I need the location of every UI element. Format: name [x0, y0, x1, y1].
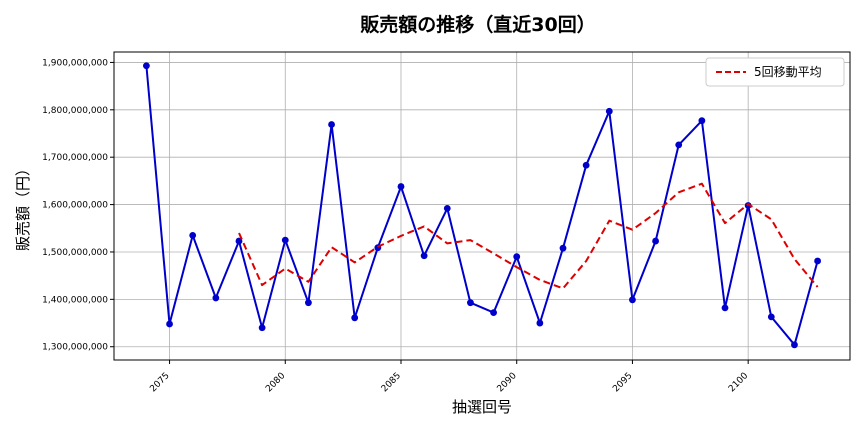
sales-point	[281, 236, 289, 244]
sales-point	[258, 324, 266, 332]
sales-point	[443, 204, 451, 212]
y-tick-label: 1,500,000,000	[42, 248, 108, 258]
sales-point	[420, 252, 428, 260]
sales-point	[351, 314, 359, 322]
x-tick-label: 2085	[380, 371, 403, 394]
sales-point	[490, 309, 497, 317]
sales-point	[143, 62, 150, 70]
x-tick-label: 2080	[264, 371, 287, 394]
legend-box	[705, 57, 845, 87]
sales-point	[235, 237, 243, 245]
y-tick-label: 1,800,000,000	[42, 106, 108, 116]
sales-point	[189, 231, 197, 239]
sales-point	[605, 107, 613, 115]
x-axis: 2075 2080 2085 2090 2095 2100	[148, 360, 750, 394]
sales-point	[397, 183, 405, 190]
y-axis: 1,300,000,000 1,400,000,000 1,500,000,000 1…	[42, 58, 114, 353]
series	[143, 62, 821, 349]
chart-title: 販売額の推移（直近30回）	[360, 13, 595, 36]
y-tick-label: 1,700,000,000	[42, 153, 108, 163]
sales-point	[744, 202, 752, 209]
sales-point	[582, 161, 590, 169]
sales-point	[652, 237, 659, 245]
sales-point	[675, 141, 683, 149]
moving-average-line	[238, 182, 819, 290]
y-axis-label: 販売額（円）	[14, 161, 32, 251]
sales-point	[767, 313, 775, 321]
y-tick-label: 1,300,000,000	[42, 343, 108, 353]
sales-point	[166, 320, 173, 328]
y-tick-label: 1,900,000,000	[42, 58, 108, 68]
sales-point	[698, 117, 706, 125]
x-tick-label: 2090	[496, 371, 519, 394]
x-axis-label: 抽選回号	[452, 398, 512, 416]
legend-label-moving-average: 5回移動平均	[754, 65, 822, 79]
sales-point	[559, 244, 567, 252]
sales-point	[791, 341, 798, 349]
sales-point	[721, 304, 729, 312]
sales-line	[145, 65, 819, 346]
sales-point	[305, 299, 312, 307]
x-tick-label: 2100	[727, 371, 750, 394]
x-tick-label: 2095	[611, 371, 634, 394]
x-tick-label: 2075	[148, 371, 171, 394]
sales-point	[513, 253, 521, 261]
plot-area-frame	[113, 51, 851, 361]
y-tick-label: 1,600,000,000	[42, 201, 108, 211]
legend: 5回移動平均	[705, 57, 845, 87]
sales-point	[467, 299, 474, 307]
grid	[114, 52, 850, 360]
sales-point	[629, 296, 636, 304]
y-tick-label: 1,400,000,000	[42, 295, 108, 305]
sales-point	[212, 294, 220, 302]
sales-point	[328, 121, 335, 128]
sales-point	[814, 257, 821, 265]
sales-point	[536, 319, 544, 327]
